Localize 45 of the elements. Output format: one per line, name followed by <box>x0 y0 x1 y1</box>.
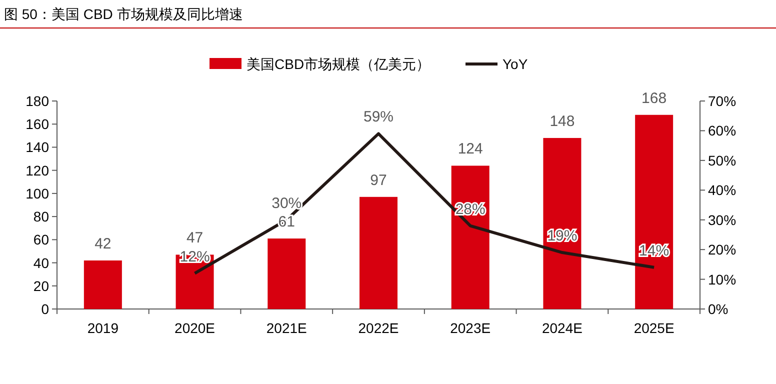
bar <box>268 238 306 309</box>
bar <box>360 196 398 309</box>
data-label: 28% <box>455 200 486 218</box>
data-label: 14% <box>639 242 670 260</box>
y-tick-label: 20 <box>33 278 50 294</box>
data-label: 42 <box>94 235 112 252</box>
y2-tick-label: 50% <box>708 152 736 168</box>
x-tick-label: 2019 <box>87 320 119 336</box>
y2-tick-label: 60% <box>708 122 736 139</box>
y-tick-label: 100 <box>26 185 50 202</box>
y2-tick-label: 0% <box>708 301 728 317</box>
y-tick-label: 80 <box>33 208 50 225</box>
legend-label: YoY <box>502 56 528 72</box>
y-tick-label: 40 <box>33 254 50 271</box>
bar <box>635 114 674 309</box>
data-label: 30% <box>272 194 302 212</box>
data-label: 19% <box>547 228 578 245</box>
y-tick-label: 60 <box>33 232 50 248</box>
data-label: 148 <box>550 112 575 130</box>
x-tick-label: 2022E <box>358 320 399 336</box>
x-tick-label: 2023E <box>450 320 491 336</box>
data-label: 97 <box>370 172 387 189</box>
bar <box>451 166 490 309</box>
y-tick-label: 0 <box>41 301 50 317</box>
y-tick-label: 180 <box>26 93 50 109</box>
chart-title: 图 50：美国 CBD 市场规模及同比增速 <box>4 6 243 22</box>
y-tick-label: 160 <box>26 116 50 132</box>
x-tick-label: 2024E <box>542 320 582 336</box>
legend-label: 美国CBD市场规模（亿美元） <box>246 56 430 72</box>
y-tick-label: 140 <box>26 139 50 156</box>
y2-tick-label: 70% <box>708 93 736 109</box>
y2-tick-label: 10% <box>708 271 736 288</box>
data-label: 124 <box>458 140 483 158</box>
x-tick-label: 2020E <box>174 320 216 336</box>
y2-tick-label: 40% <box>708 182 736 198</box>
y2-tick-label: 20% <box>708 242 736 258</box>
data-label: 59% <box>363 108 394 126</box>
data-label: 168 <box>642 90 667 107</box>
bar <box>84 260 122 309</box>
data-label: 47 <box>186 230 204 247</box>
y-tick-label: 120 <box>26 162 50 178</box>
y2-tick-label: 30% <box>708 212 736 228</box>
x-tick-label: 2021E <box>266 320 307 336</box>
bar <box>543 138 582 309</box>
x-tick-label: 2025E <box>634 320 674 336</box>
